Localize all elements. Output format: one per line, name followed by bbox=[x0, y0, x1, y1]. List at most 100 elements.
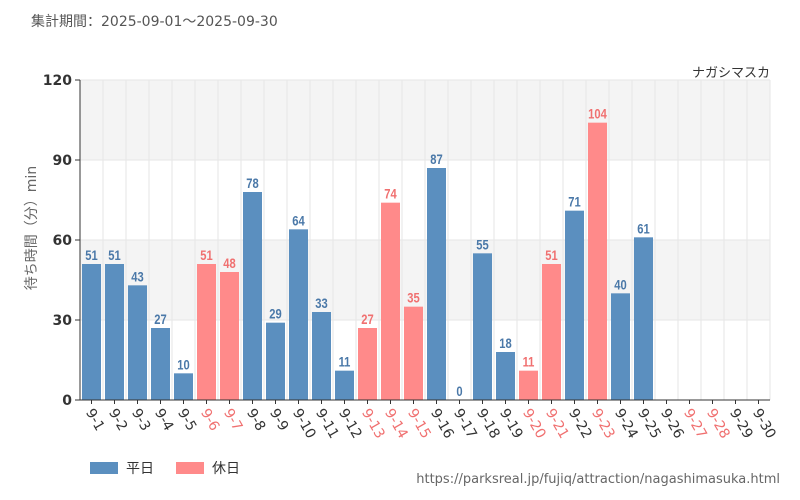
x-tick-label: 9-8 bbox=[243, 406, 268, 434]
bar bbox=[105, 264, 124, 400]
x-tick-label: 9-5 bbox=[174, 406, 199, 434]
chart-title: ナガシマスカ bbox=[691, 66, 770, 81]
bar-value-label: 48 bbox=[223, 256, 235, 271]
x-tick-label: 9-25 bbox=[634, 406, 664, 442]
x-tick-label: 9-18 bbox=[473, 406, 503, 442]
bar bbox=[381, 202, 400, 400]
bar bbox=[588, 122, 607, 401]
bar bbox=[404, 306, 423, 400]
bar-value-label: 29 bbox=[269, 307, 281, 322]
x-tick-label: 9-12 bbox=[335, 406, 365, 442]
x-tick-label: 9-29 bbox=[726, 406, 756, 442]
x-tick-label: 9-7 bbox=[220, 406, 245, 434]
x-tick-label: 9-15 bbox=[404, 406, 434, 442]
source-url: https://parksreal.jp/fujiq/attraction/na… bbox=[416, 472, 780, 487]
x-tick-label: 9-27 bbox=[680, 406, 710, 442]
x-tick-label: 9-20 bbox=[519, 406, 549, 442]
bar bbox=[151, 328, 170, 400]
bar-value-label: 27 bbox=[361, 312, 373, 327]
x-tick-label: 9-26 bbox=[657, 406, 687, 442]
bar-value-label: 71 bbox=[568, 195, 580, 210]
bar-value-label: 35 bbox=[407, 291, 419, 306]
bar-value-label: 11 bbox=[523, 355, 535, 370]
bar-value-label: 27 bbox=[154, 312, 166, 327]
x-tick-label: 9-16 bbox=[427, 406, 457, 442]
x-tick-label: 9-21 bbox=[542, 406, 572, 442]
bar bbox=[542, 264, 561, 400]
x-tick-label: 9-11 bbox=[312, 406, 342, 442]
y-tick-label: 90 bbox=[53, 153, 73, 169]
x-tick-label: 9-6 bbox=[197, 406, 222, 434]
bar-value-label: 61 bbox=[637, 221, 649, 236]
bar-value-label: 51 bbox=[200, 248, 212, 263]
legend: 平日 休日 bbox=[90, 458, 262, 478]
bar-value-label: 51 bbox=[545, 248, 557, 263]
x-tick-label: 9-9 bbox=[266, 406, 291, 434]
y-tick-labels: 0 30 60 90 120 bbox=[43, 73, 80, 409]
bar-value-label: 87 bbox=[430, 152, 442, 167]
bar bbox=[634, 237, 653, 400]
y-tick-label: 60 bbox=[53, 233, 73, 249]
bar-value-label: 10 bbox=[177, 357, 189, 372]
bar-value-label: 78 bbox=[246, 176, 258, 191]
x-tick-label: 9-2 bbox=[105, 406, 130, 434]
bar-value-label: 0 bbox=[456, 384, 462, 399]
x-tick-label: 9-14 bbox=[381, 406, 411, 442]
bar bbox=[611, 293, 630, 400]
bar-value-labels: 51 51 43 27 10 51 48 78 29 64 33 11 27 74 35 87 0 55 18 11 5… bbox=[85, 107, 649, 400]
x-tick-label: 9-17 bbox=[450, 406, 480, 442]
x-tick-label: 9-23 bbox=[588, 406, 618, 442]
x-tick-label: 9-28 bbox=[703, 406, 733, 442]
legend-item-weekday: 平日 bbox=[90, 458, 154, 478]
x-tick-label: 9-4 bbox=[151, 406, 176, 434]
bar-value-label: 18 bbox=[499, 336, 511, 351]
bar-value-label: 104 bbox=[588, 107, 607, 122]
y-tick-label: 0 bbox=[62, 393, 72, 409]
bar bbox=[243, 192, 262, 400]
bar bbox=[519, 370, 538, 400]
bar bbox=[358, 328, 377, 400]
bar bbox=[289, 229, 308, 400]
legend-swatch-weekday bbox=[90, 462, 118, 474]
y-axis-label: 待ち時間（分）min bbox=[24, 166, 40, 290]
bar-value-label: 11 bbox=[339, 355, 351, 370]
bar bbox=[174, 373, 193, 400]
legend-label-weekday: 平日 bbox=[126, 461, 154, 477]
legend-label-holiday: 休日 bbox=[212, 461, 240, 477]
bar bbox=[565, 210, 584, 400]
bar bbox=[266, 322, 285, 400]
x-tick-label: 9-19 bbox=[496, 406, 526, 442]
bar bbox=[128, 285, 147, 400]
x-tick-label: 9-10 bbox=[289, 406, 319, 442]
bar-value-label: 74 bbox=[384, 187, 396, 202]
bar-value-label: 55 bbox=[476, 237, 488, 252]
x-tick-label: 9-22 bbox=[565, 406, 595, 442]
period-label: 集計期間：2025-09-01～2025-09-30 bbox=[31, 14, 278, 30]
bar bbox=[335, 370, 354, 400]
bar bbox=[197, 264, 216, 400]
y-tick-label: 30 bbox=[53, 313, 73, 329]
legend-item-holiday: 休日 bbox=[176, 458, 240, 478]
bars bbox=[82, 122, 653, 401]
x-tick-label: 9-13 bbox=[358, 406, 388, 442]
x-tick-labels: 9-19-29-39-49-59-69-79-89-99-109-119-129… bbox=[82, 400, 779, 442]
x-tick-label: 9-1 bbox=[82, 406, 107, 434]
x-tick-label: 9-3 bbox=[128, 406, 153, 434]
bar-value-label: 51 bbox=[85, 248, 97, 263]
bar bbox=[473, 253, 492, 400]
bar bbox=[220, 272, 239, 400]
bar-value-label: 40 bbox=[614, 277, 626, 292]
y-tick-label: 120 bbox=[43, 73, 72, 89]
bar-value-label: 33 bbox=[315, 296, 327, 311]
x-tick-label: 9-24 bbox=[611, 406, 641, 442]
bar-value-label: 64 bbox=[292, 213, 304, 228]
x-tick-label: 9-30 bbox=[749, 406, 779, 442]
bar bbox=[496, 352, 515, 400]
bar-value-label: 51 bbox=[108, 248, 120, 263]
bar bbox=[82, 264, 101, 400]
bar bbox=[312, 312, 331, 400]
bar-value-label: 43 bbox=[131, 269, 143, 284]
legend-swatch-holiday bbox=[176, 462, 204, 474]
bar bbox=[427, 168, 446, 400]
